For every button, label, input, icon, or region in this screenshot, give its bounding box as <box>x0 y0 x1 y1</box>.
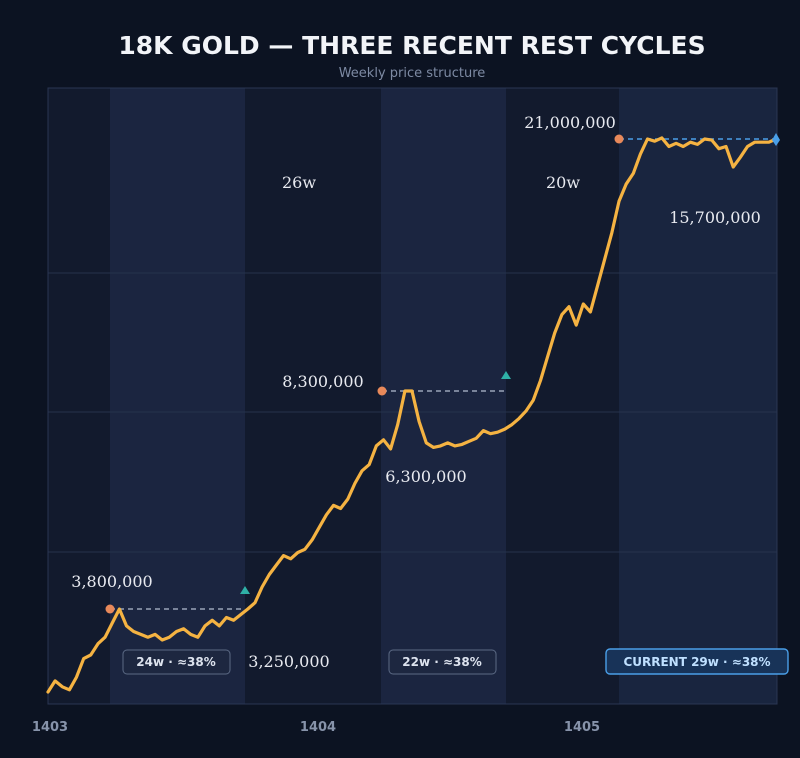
x-tick-label: 1404 <box>300 720 336 735</box>
peak-label-3: 21,000,000 <box>524 113 616 132</box>
peak-label-1: 3,800,000 <box>71 572 152 591</box>
cycle-badge-1-box <box>122 649 231 675</box>
chart-subtitle: Weekly price structure <box>339 66 486 81</box>
rest-band-2 <box>381 88 506 704</box>
peak-marker-2 <box>377 386 387 396</box>
plot-border <box>47 87 778 705</box>
cycle-badge-current: CURRENT 29w · ≈38% <box>605 648 789 675</box>
cycle-badge-current-box <box>605 648 789 675</box>
breakout-marker-1 <box>240 586 250 594</box>
chart-title: 18K GOLD — THREE RECENT REST CYCLES <box>118 31 705 60</box>
advance-label-2: 20w <box>546 173 580 192</box>
x-tick-label: 1405 <box>564 720 600 735</box>
low-label-3: 15,700,000 <box>669 208 761 227</box>
cycle-badge-2: 22w · ≈38% <box>388 649 497 675</box>
low-label-1: 3,250,000 <box>248 652 329 671</box>
peak-label-2: 8,300,000 <box>282 372 363 391</box>
cycle-badge-2-text: 22w · ≈38% <box>402 655 481 669</box>
peak-marker-3 <box>614 134 624 144</box>
cycle-badge-2-box <box>388 649 497 675</box>
series-price-line <box>46 136 778 694</box>
grid-lines <box>48 272 777 553</box>
current-marker <box>772 133 780 146</box>
breakout-marker-2 <box>501 371 511 379</box>
x-tick-label: 1403 <box>32 720 68 735</box>
rest-band-1 <box>110 88 245 704</box>
rest-band-current <box>619 88 777 704</box>
cycle-badge-current-text: CURRENT 29w · ≈38% <box>623 655 770 669</box>
cycle-badge-1: 24w · ≈38% <box>122 649 231 675</box>
low-label-2: 6,300,000 <box>385 467 466 486</box>
peak-marker-1 <box>105 604 115 614</box>
cycle-badge-1-text: 24w · ≈38% <box>136 655 215 669</box>
advance-label-1: 26w <box>282 173 316 192</box>
